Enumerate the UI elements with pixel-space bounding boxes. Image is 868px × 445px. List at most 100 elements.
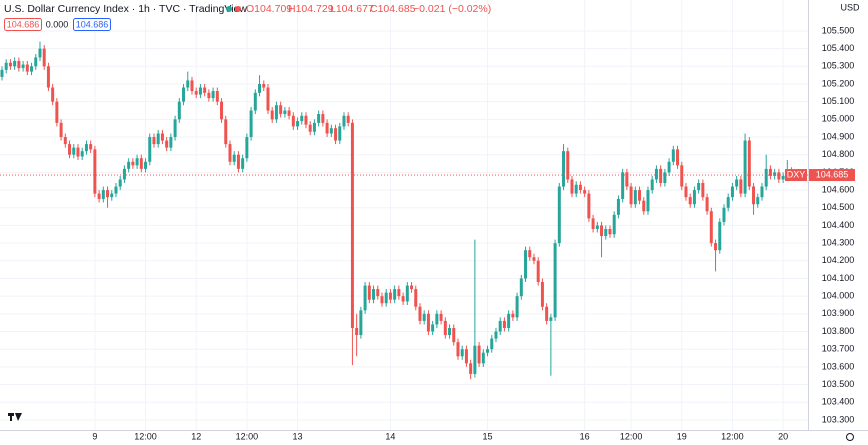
x-tick-label: 12:00 bbox=[134, 431, 157, 441]
candle-body bbox=[684, 186, 688, 198]
candle-body bbox=[329, 128, 333, 134]
candle-body bbox=[663, 172, 667, 183]
candle-body bbox=[122, 168, 126, 180]
candle-body bbox=[507, 313, 511, 328]
candle-body bbox=[312, 122, 316, 132]
candle-body bbox=[355, 327, 359, 336]
candle-body bbox=[667, 161, 671, 173]
y-tick-label: 103.700 bbox=[822, 344, 855, 354]
ohlc-close: C104.685 bbox=[370, 3, 416, 15]
candle-body bbox=[633, 190, 637, 205]
candle-body bbox=[380, 296, 384, 304]
candle-body bbox=[654, 168, 658, 180]
candle-body bbox=[80, 151, 84, 157]
candle-body bbox=[422, 313, 426, 321]
candle-body bbox=[279, 105, 283, 115]
candle-body bbox=[262, 83, 266, 88]
candle-body bbox=[781, 175, 785, 180]
x-tick-label: 16 bbox=[580, 431, 590, 441]
candle-body bbox=[743, 140, 747, 194]
candle-body bbox=[456, 342, 460, 357]
y-tick-label: 105.400 bbox=[822, 43, 855, 53]
x-tick-label: 19 bbox=[677, 431, 687, 441]
candle-body bbox=[287, 110, 291, 116]
candle-body bbox=[152, 137, 156, 145]
candle-body bbox=[756, 197, 760, 205]
settings-icon[interactable] bbox=[846, 433, 854, 441]
y-tick-label: 104.000 bbox=[822, 291, 855, 301]
candle-body bbox=[198, 87, 202, 95]
candle-body bbox=[764, 168, 768, 187]
y-tick-label: 103.400 bbox=[822, 397, 855, 407]
candle-body bbox=[612, 214, 616, 235]
candle-body bbox=[494, 331, 498, 339]
candle-body bbox=[545, 306, 549, 321]
candle-body bbox=[101, 190, 105, 199]
candle-body bbox=[363, 285, 367, 311]
candle-body bbox=[595, 225, 599, 229]
ask-box bbox=[73, 18, 111, 31]
candle-body bbox=[372, 289, 376, 300]
candle-body bbox=[38, 48, 42, 58]
ohlc-low: L104.677 bbox=[330, 3, 374, 15]
status-dot bbox=[235, 6, 241, 12]
candle-body bbox=[30, 66, 34, 72]
candle-body bbox=[118, 179, 122, 187]
x-tick-label: 15 bbox=[483, 431, 493, 441]
candle-body bbox=[270, 110, 274, 120]
candle-body bbox=[676, 149, 680, 166]
candle-body bbox=[726, 197, 730, 208]
candle-body bbox=[367, 285, 371, 300]
candle-body bbox=[232, 154, 236, 162]
y-tick-label: 105.500 bbox=[822, 25, 855, 35]
candle-body bbox=[511, 313, 515, 318]
y-tick-label: 103.800 bbox=[822, 326, 855, 336]
x-tick-label: 9 bbox=[92, 431, 97, 441]
y-tick-label: 105.200 bbox=[822, 78, 855, 88]
candle-body bbox=[220, 101, 224, 120]
chart-title: U.S. Dollar Currency Index · 1h · TVC · … bbox=[4, 3, 247, 15]
candle-body bbox=[718, 221, 722, 251]
candle-body bbox=[604, 228, 608, 237]
candle-body bbox=[308, 124, 312, 132]
time-axis-bg bbox=[0, 430, 868, 445]
candle-body bbox=[739, 179, 743, 194]
candle-body bbox=[346, 115, 350, 123]
candle-body bbox=[253, 92, 257, 111]
candle-body bbox=[388, 292, 392, 300]
candle-body bbox=[283, 110, 287, 115]
candle-body bbox=[0, 69, 4, 77]
candle-body bbox=[477, 345, 481, 364]
candle-body bbox=[697, 182, 701, 191]
price-axis-bg bbox=[808, 0, 868, 445]
candle-body bbox=[376, 289, 380, 297]
candle-body bbox=[148, 137, 152, 162]
candle-body bbox=[59, 122, 63, 138]
candle-body bbox=[228, 144, 232, 162]
candle-body bbox=[4, 62, 8, 70]
candle-body bbox=[562, 151, 566, 187]
candle-body bbox=[89, 144, 93, 150]
candle-body bbox=[671, 149, 675, 162]
candle-body bbox=[300, 115, 304, 122]
candle-body bbox=[600, 225, 604, 237]
candle-body bbox=[304, 115, 308, 125]
candle-body bbox=[55, 101, 59, 123]
candle-body bbox=[8, 62, 12, 67]
candle-body bbox=[21, 64, 25, 69]
candle-body bbox=[722, 207, 726, 222]
y-tick-label: 105.100 bbox=[822, 96, 855, 106]
candle-body bbox=[156, 133, 160, 145]
candle-body bbox=[431, 324, 435, 332]
candle-body bbox=[325, 122, 329, 134]
candle-body bbox=[224, 119, 228, 145]
candle-body bbox=[616, 198, 620, 215]
symbol-tag bbox=[785, 169, 807, 182]
currency[interactable]: USD bbox=[840, 2, 860, 12]
candle-body bbox=[241, 158, 245, 169]
grid bbox=[0, 0, 808, 430]
candle-body bbox=[629, 186, 633, 205]
candle-body bbox=[435, 313, 439, 325]
candle-body bbox=[528, 250, 532, 258]
